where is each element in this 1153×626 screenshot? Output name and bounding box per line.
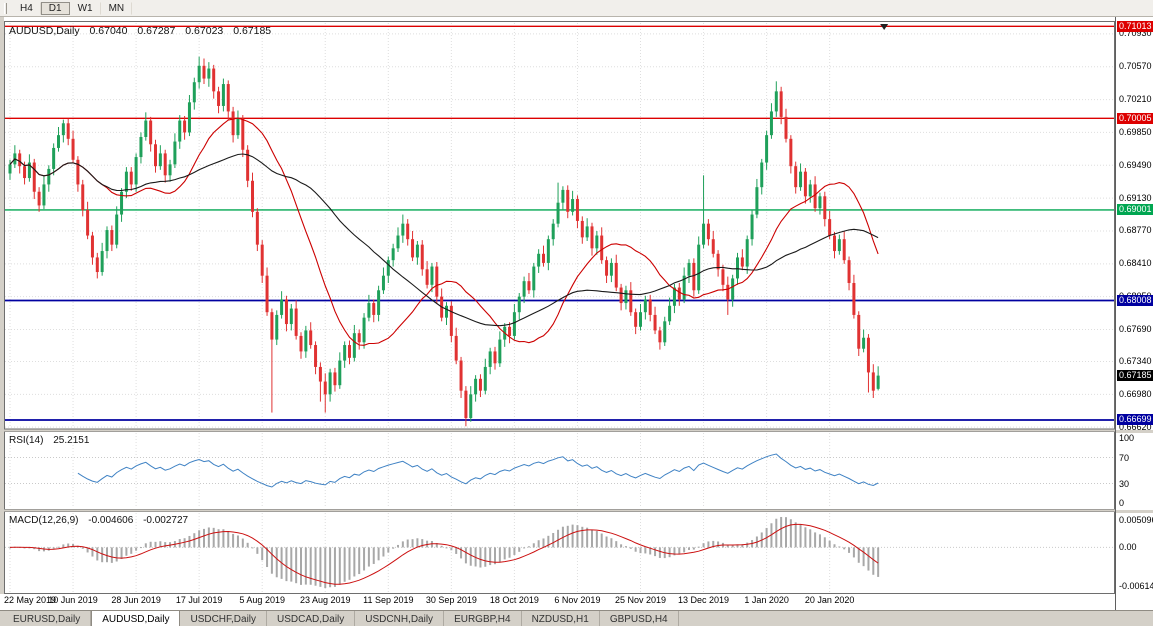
macd-scale-label: -0.006148 xyxy=(1119,581,1153,591)
chart-tab-usdchf-daily[interactable]: USDCHF,Daily xyxy=(180,611,268,626)
price-axis-label: 0.69490 xyxy=(1119,159,1152,170)
price-badge: 0.70005 xyxy=(1117,112,1153,124)
rsi-scale-label: 100 xyxy=(1119,433,1135,443)
axis-separator xyxy=(1116,429,1153,433)
price-axis-label: 0.67340 xyxy=(1119,355,1152,366)
time-axis[interactable]: 22 May 2019 10 Jun 2019 28 Jun 2019 17 Jul … xyxy=(0,594,1115,610)
price-axis-label: 0.66980 xyxy=(1119,388,1152,399)
price-axis-label: 0.69850 xyxy=(1119,126,1152,137)
pane-separator[interactable] xyxy=(0,429,1115,432)
rsi-pane[interactable] xyxy=(4,431,1115,510)
main-pane[interactable] xyxy=(4,21,1115,430)
chart-tab-gbpusd-h4[interactable]: GBPUSD,H4 xyxy=(600,611,679,626)
timeframe-button-h4[interactable]: H4 xyxy=(12,1,41,15)
price-axis-label: 0.67690 xyxy=(1119,324,1152,335)
price-axis-label: 0.68410 xyxy=(1119,258,1152,269)
chart-tab-nzdusd-h1[interactable]: NZDUSD,H1 xyxy=(522,611,600,626)
date-axis-label: 1 Jan 2020 xyxy=(744,595,789,605)
date-axis-label: 23 Aug 2019 xyxy=(299,595,351,605)
date-axis-label: 18 Oct 2019 xyxy=(489,595,539,605)
price-badge: 0.66699 xyxy=(1117,414,1153,426)
chart-tab-usdcad-daily[interactable]: USDCAD,Daily xyxy=(267,611,356,626)
price-axis[interactable]: 0.70930 0.70570 0.70210 0.69850 0.69490 0.691… xyxy=(1115,17,1153,610)
price-axis-label: 0.66620 xyxy=(1119,421,1152,432)
pane-separator[interactable] xyxy=(0,509,1115,512)
macd-scale-label: 0.005096 xyxy=(1119,515,1153,525)
date-axis-label: 5 Aug 2019 xyxy=(239,595,285,605)
rsi-scale-label: 30 xyxy=(1119,478,1130,489)
date-axis-label: 17 Jul 2019 xyxy=(175,595,223,605)
macd-signal-line xyxy=(9,523,879,585)
chart-tab-eurgbp-h4[interactable]: EURGBP,H4 xyxy=(444,611,522,626)
price-axis-label: 0.68770 xyxy=(1119,225,1152,236)
date-axis-label: 28 Jun 2019 xyxy=(111,595,161,605)
date-axis-label: 22 May 2019 xyxy=(4,595,57,605)
date-axis-label: 11 Sep 2019 xyxy=(363,595,414,605)
date-axis-label: 6 Nov 2019 xyxy=(554,595,601,605)
price-badge: 0.69001 xyxy=(1117,204,1153,216)
chart-tabs-bar: EURUSD,Daily AUDUSD,Daily USDCHF,Daily USDC… xyxy=(0,610,1153,626)
date-axis-label: 13 Dec 2019 xyxy=(678,595,730,605)
date-axis-label: 20 Jan 2020 xyxy=(804,595,855,605)
rsi-scale-label: 70 xyxy=(1119,452,1130,463)
price-badge: 0.67185 xyxy=(1117,370,1153,382)
date-axis-label: 10 Jun 2019 xyxy=(48,595,98,605)
price-axis-label: 0.70570 xyxy=(1119,61,1152,72)
rsi-scale-label: 0 xyxy=(1119,498,1125,508)
date-axis-label: 30 Sep 2019 xyxy=(425,595,477,605)
axis-separator xyxy=(1116,509,1153,513)
price-axis-label: 0.70930 xyxy=(1119,28,1152,39)
price-badge: 0.68008 xyxy=(1117,295,1153,306)
chart-tab-audusd-daily[interactable]: AUDUSD,Daily xyxy=(91,611,181,626)
chart-shift-marker[interactable] xyxy=(880,24,889,30)
macd-scale-label: 0.00 xyxy=(1119,542,1137,553)
timeframe-toolbar: H4 D1 W1 MN xyxy=(0,0,1153,17)
chart-canvas[interactable] xyxy=(0,0,1115,610)
sma-slow-line xyxy=(9,153,879,327)
price-badge: 0.71013 xyxy=(1117,20,1153,32)
chart-tab-usdcnh-daily[interactable]: USDCNH,Daily xyxy=(355,611,445,626)
macd-pane[interactable] xyxy=(4,511,1115,594)
timeframe-button-mn[interactable]: MN xyxy=(101,1,133,15)
toolbar-grip[interactable] xyxy=(4,2,7,14)
timeframe-button-w1[interactable]: W1 xyxy=(70,1,101,15)
date-axis-label: 25 Nov 2019 xyxy=(614,595,667,605)
price-axis-label: 0.69130 xyxy=(1119,192,1152,203)
timeframe-button-d1[interactable]: D1 xyxy=(40,1,70,15)
price-axis-label: 0.70210 xyxy=(1119,94,1152,105)
sma-fast-line xyxy=(9,117,879,346)
candles-layer xyxy=(8,56,880,427)
rsi-line xyxy=(77,453,879,488)
chart-tab-eurusd-daily[interactable]: EURUSD,Daily xyxy=(3,611,92,626)
